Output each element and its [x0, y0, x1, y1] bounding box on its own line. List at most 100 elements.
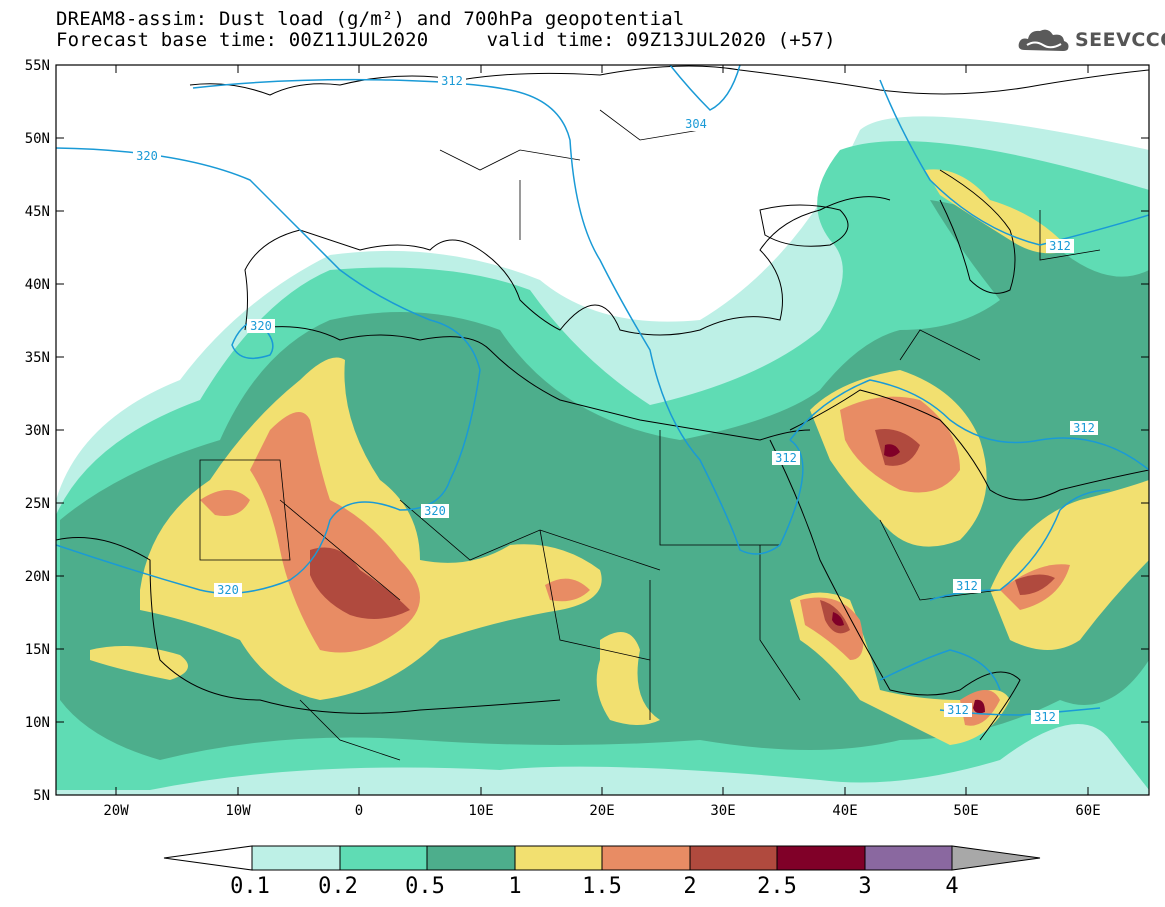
- lon-label: 20W: [103, 803, 129, 819]
- colorbar-segment: [689, 845, 778, 871]
- colorbar-segment: [339, 845, 428, 871]
- coastline-arabia: [789, 389, 1149, 501]
- contour-line-312-horn: [879, 649, 1001, 691]
- colorbar-tick-label: 3: [858, 874, 871, 899]
- colorbar-tick-label: 2.5: [757, 874, 797, 899]
- lat-label: 45N: [25, 204, 50, 220]
- contour-label: 312: [956, 579, 978, 593]
- lat-label: 55N: [25, 58, 50, 74]
- border-segment: [879, 519, 1001, 601]
- lon-label: 40E: [832, 803, 857, 819]
- country-borders: [199, 109, 1101, 761]
- colorbar-segment: [514, 845, 603, 871]
- contour-line-320-west: [56, 147, 481, 595]
- lat-label: 25N: [25, 496, 50, 512]
- dust-field: [56, 65, 1149, 795]
- colorbar-tick-label: 0.1: [230, 874, 270, 899]
- coastline-northern-europe: [189, 65, 1149, 96]
- coastline-north-africa: [249, 326, 811, 441]
- lat-label: 30N: [25, 423, 50, 439]
- dust-level-1-west: [90, 646, 188, 680]
- contour-label: 312: [775, 451, 797, 465]
- border-segment: [299, 699, 401, 761]
- border-segment: [759, 545, 801, 701]
- colorbar-segment: [251, 845, 341, 871]
- dust-level-1-caspian: [925, 169, 1070, 254]
- lat-label: 10N: [25, 715, 50, 731]
- border-segment: [279, 499, 401, 601]
- coastline-iberia-europe: [244, 196, 891, 336]
- lat-label: 5N: [33, 788, 50, 804]
- dust-level-2-arabia: [875, 429, 920, 466]
- lon-label: 60E: [1075, 803, 1100, 819]
- contour-label: 320: [136, 149, 158, 163]
- border-segment: [399, 499, 661, 571]
- contour-line-312-east: [789, 379, 1149, 471]
- dust-level-1-sudan: [596, 632, 660, 725]
- lon-label: 10E: [468, 803, 493, 819]
- colorbar-segment: [864, 845, 953, 871]
- contour-label: 320: [250, 319, 272, 333]
- longitude-axis: 20W 10W 0 10E 20E 30E 40E 50E 60E: [103, 65, 1101, 819]
- colorbar-segment: [776, 845, 866, 871]
- colorbar-tick-label: 0.2: [318, 874, 358, 899]
- lat-label: 50N: [25, 131, 50, 147]
- contour-label: 320: [217, 583, 239, 597]
- border-segment: [199, 459, 291, 561]
- lon-label: 10W: [225, 803, 251, 819]
- border-segment: [1039, 210, 1101, 261]
- seevccc-logo: SEEVCCC: [1017, 26, 1165, 54]
- lat-label: 15N: [25, 642, 50, 658]
- logo-text: SEEVCCC: [1075, 29, 1165, 51]
- dust-level-2.5-socotra: [973, 699, 985, 714]
- geopotential-contours: [56, 65, 1149, 716]
- contour-label: 312: [947, 703, 969, 717]
- contour-line-312-caspian: [879, 79, 1149, 246]
- coastline-caspian: [939, 169, 1016, 294]
- colorbar-segment: [426, 845, 516, 871]
- coastline-red-sea: [769, 439, 1021, 741]
- forecast-time-subtitle: Forecast base time: 00Z11JUL2020 valid t…: [56, 29, 836, 51]
- cloud-icon: [1018, 29, 1069, 51]
- border-segment: [899, 329, 981, 361]
- colorbar-over-arrow: [951, 845, 1041, 871]
- lat-label: 20N: [25, 569, 50, 585]
- contour-label: 312: [1049, 239, 1071, 253]
- contour-line-320-morocco: [231, 319, 274, 360]
- dust-level-2-sahara: [310, 547, 410, 619]
- lon-label: 50E: [953, 803, 978, 819]
- contour-label: 304: [685, 117, 707, 131]
- colorbar-segment: [601, 845, 691, 871]
- colorbar-tick-label: 2: [683, 874, 696, 899]
- lon-label: 20E: [589, 803, 614, 819]
- colorbar-tick-label: 0.5: [405, 874, 445, 899]
- contour-label: 312: [1073, 421, 1095, 435]
- contour-labels: 312 304 320 320 320 320 312 312 312 312 …: [133, 74, 1098, 724]
- contour-line-304: [669, 65, 741, 111]
- dust-level-2-oman: [1015, 574, 1055, 595]
- dust-level-1.5-west: [200, 490, 250, 516]
- map-title: DREAM8-assim: Dust load (g/m²) and 700hP…: [56, 8, 685, 30]
- colorbar-under-arrow: [163, 845, 253, 871]
- lon-label: 30E: [710, 803, 735, 819]
- colorbar-tick-label: 1.5: [582, 874, 622, 899]
- lat-label: 40N: [25, 277, 50, 293]
- border-segment: [599, 109, 701, 141]
- contour-line-312-north: [192, 78, 804, 555]
- lat-label: 35N: [25, 350, 50, 366]
- contour-label: 312: [441, 74, 463, 88]
- latitude-axis: 55N 50N 45N 40N 35N 30N 25N 20N 15N 10N …: [25, 58, 1149, 804]
- dust-level-2.5-horn: [832, 612, 844, 626]
- border-segment: [659, 430, 780, 546]
- border-segment: [439, 149, 581, 171]
- border-segment: [539, 529, 651, 661]
- coastline-west-africa: [56, 537, 561, 714]
- colorbar: 0.1 0.2 0.5 1 1.5 2 2.5 3 4: [163, 845, 1041, 899]
- contour-label: 312: [1034, 710, 1056, 724]
- contour-label: 320: [424, 504, 446, 518]
- coastlines: [56, 65, 1149, 741]
- coastline-black-sea: [759, 204, 849, 247]
- dust-level-1.5-chad: [545, 578, 590, 602]
- lon-label: 0: [355, 803, 363, 819]
